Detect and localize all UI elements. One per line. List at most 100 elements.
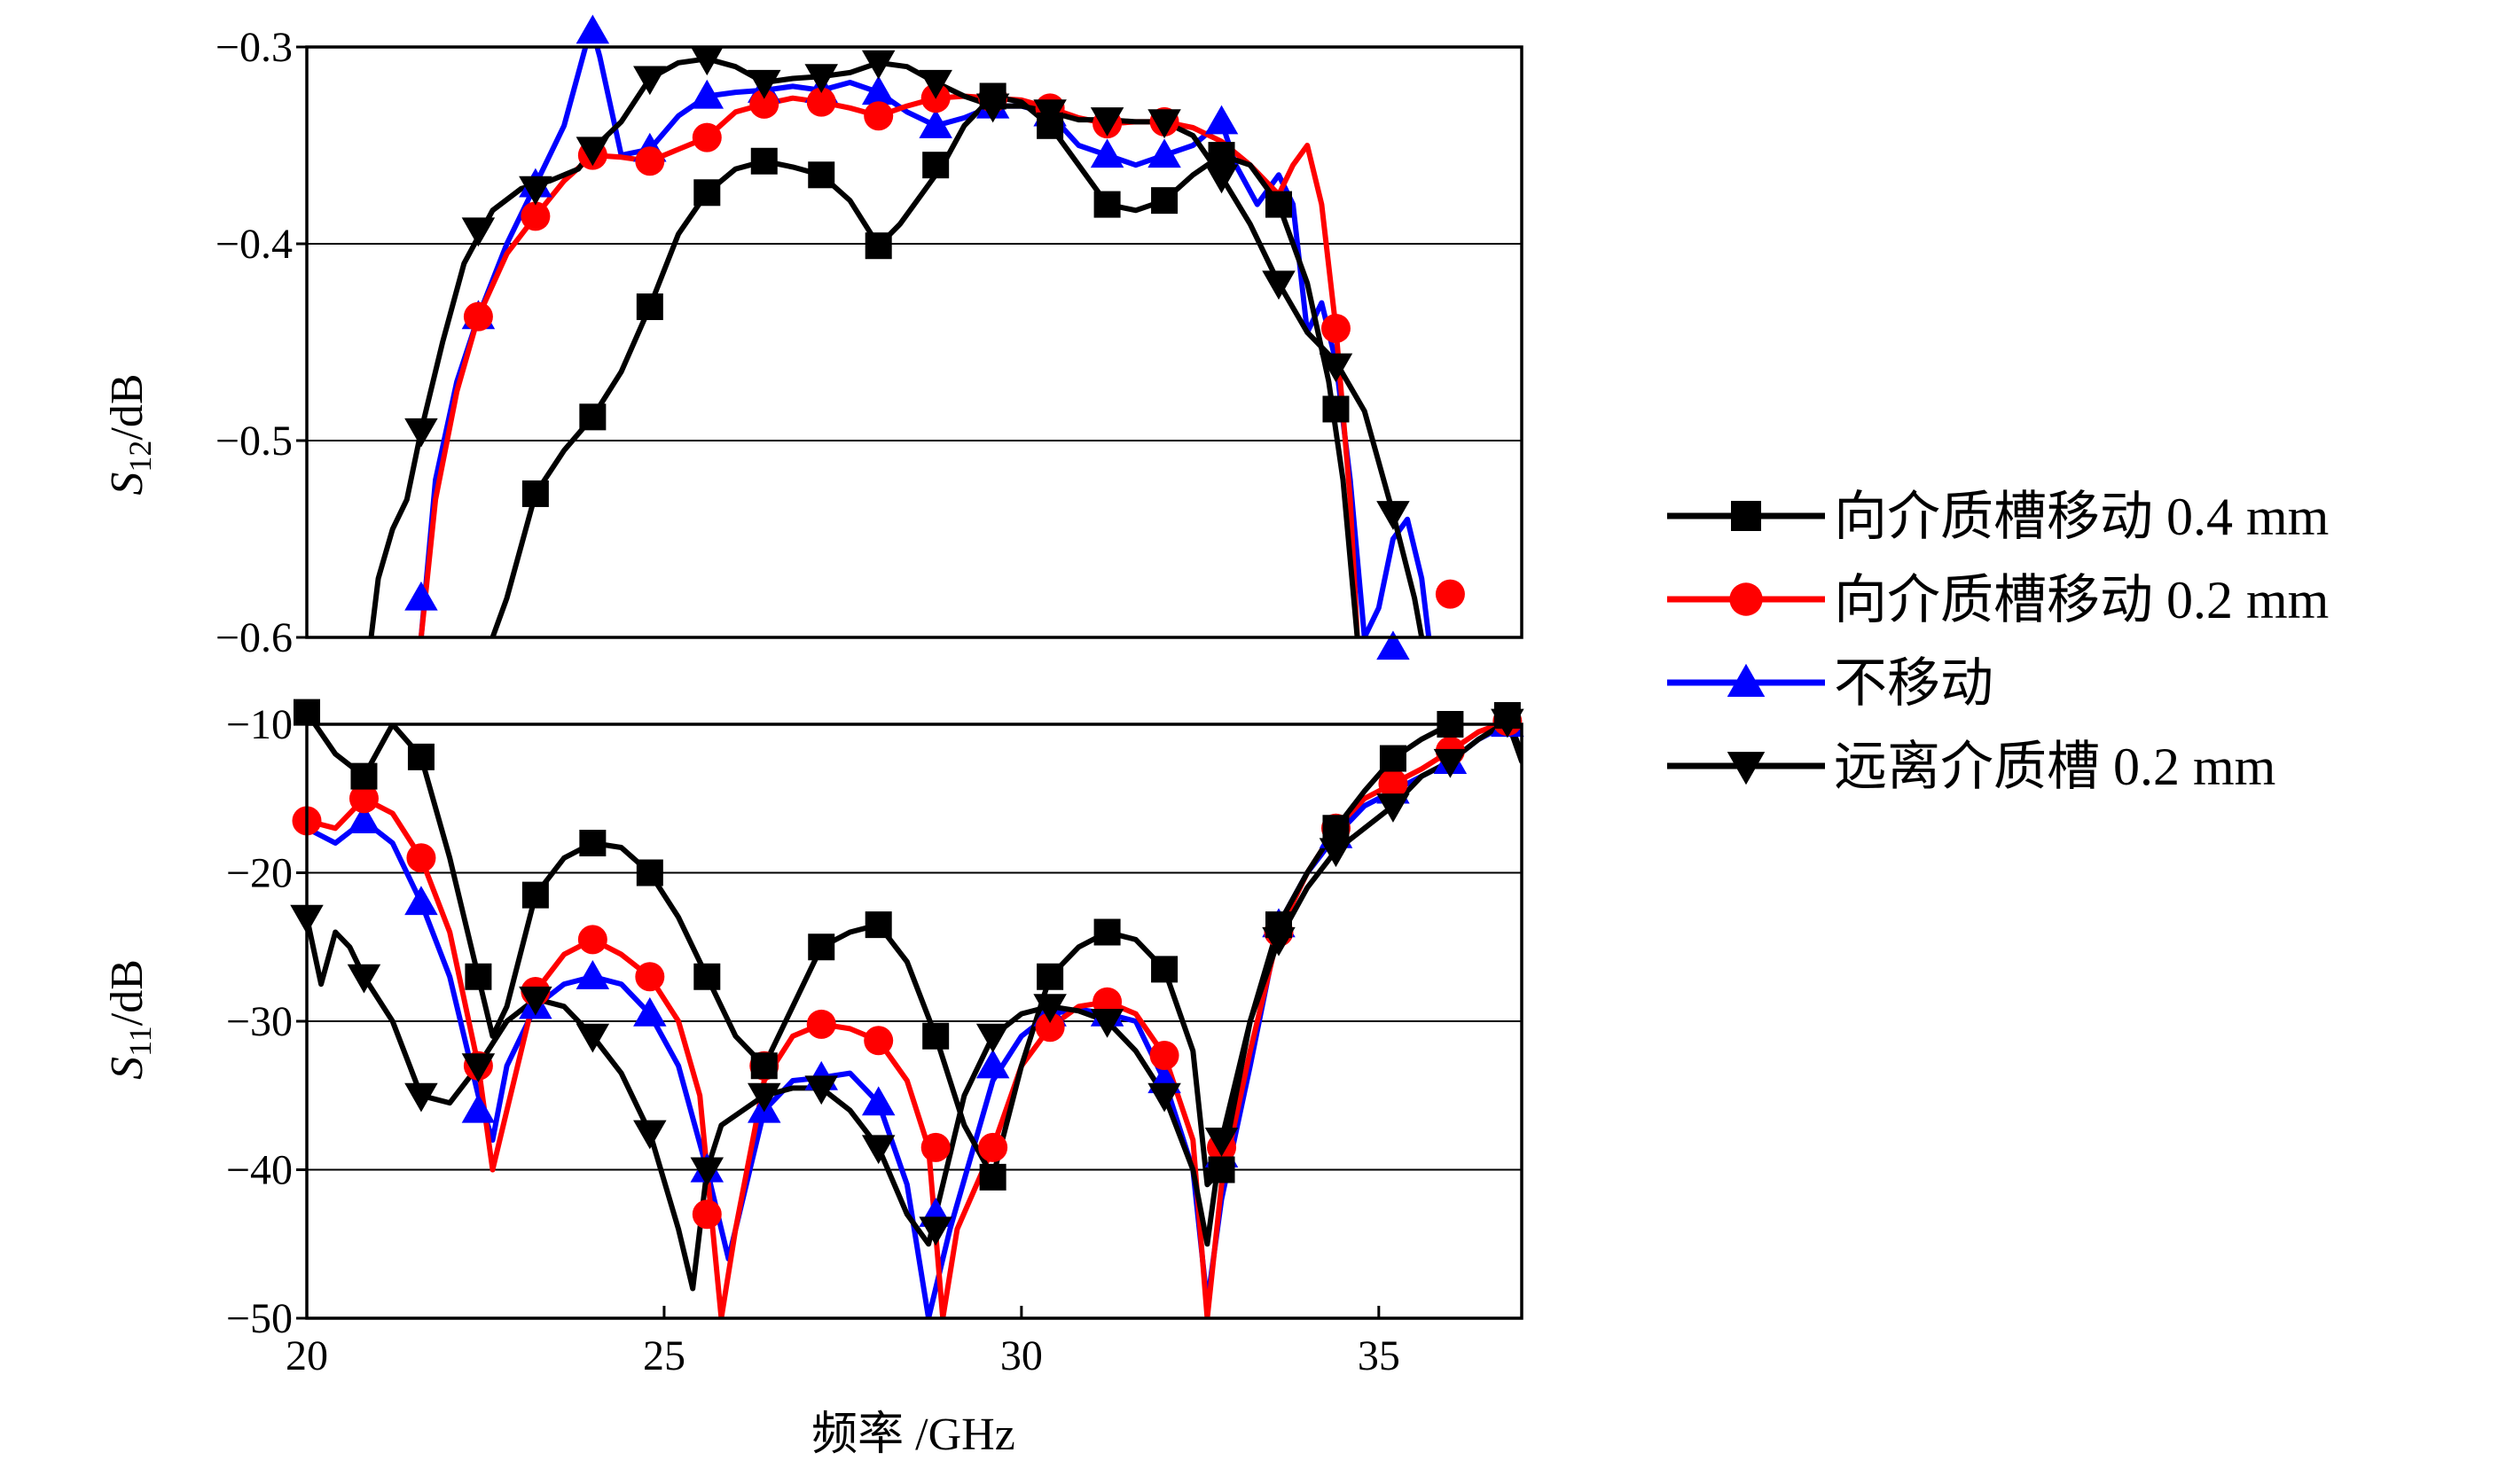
s12-series-line — [418, 93, 1360, 637]
s11-data-point — [347, 804, 381, 833]
legend-marker — [1731, 501, 1761, 531]
s12-data-point — [404, 418, 438, 448]
s11-data-point — [692, 1199, 722, 1230]
s11-data-point — [635, 962, 665, 992]
s11-data-point — [690, 1157, 724, 1187]
s11-data-point — [975, 1049, 1010, 1079]
s12-series-group — [368, 47, 1432, 637]
s12-data-point — [463, 301, 493, 332]
s11-data-point — [406, 843, 436, 873]
s12-data-point — [749, 89, 779, 119]
s12-data-point — [1204, 164, 1239, 194]
s12-yticks: −0.3 −0.4 −0.5 −0.6 — [215, 24, 307, 661]
s12-data-point — [636, 293, 663, 321]
s11-ytick-label: −10 — [226, 701, 293, 748]
s11-data-point — [404, 886, 438, 916]
s12-data-point — [919, 69, 952, 99]
s12-data-point — [1322, 395, 1350, 423]
s12-data-point — [1033, 99, 1067, 129]
s12-data-point — [1376, 630, 1410, 660]
legend-marker — [1727, 663, 1766, 697]
s11-data-point — [1090, 1008, 1124, 1038]
s12-data-point — [1208, 142, 1235, 169]
s11-data-point — [576, 1023, 610, 1053]
s12-ytick-label: −0.3 — [215, 24, 293, 71]
s11-data-point — [294, 699, 320, 726]
s11-data-point — [750, 1052, 778, 1080]
s12-data-point — [861, 75, 896, 105]
s12-data-point — [519, 176, 552, 206]
s11-data-point — [1037, 963, 1064, 990]
s11-data-point — [407, 743, 435, 770]
s12-data-point — [576, 14, 610, 44]
s12-data-point — [521, 201, 551, 231]
s12-data-point — [404, 581, 438, 611]
legend-entry: 远离介质槽 0.2 mm — [1667, 738, 2275, 796]
s11-data-point — [922, 1022, 950, 1050]
s11-markers-group — [290, 699, 1524, 1246]
s11-data-point — [579, 830, 607, 856]
s12-series-line — [489, 93, 1360, 637]
s12-data-point — [750, 147, 778, 175]
s12-ylabel: S12/dB — [102, 373, 158, 495]
s12-data-point — [576, 137, 610, 167]
s11-data-point — [1149, 1041, 1179, 1071]
s12-data-point — [861, 50, 896, 80]
s11-data-point — [404, 1082, 438, 1113]
s12-ytick-label: −0.6 — [215, 614, 293, 661]
s12-data-point — [690, 46, 724, 76]
s12-data-point — [521, 480, 549, 507]
legend-label: 向介质槽移动 0.4 mm — [1834, 488, 2329, 546]
s12-data-point — [461, 217, 496, 247]
xtick-label: 25 — [643, 1332, 685, 1379]
s11-data-point — [636, 859, 663, 886]
legend-entry: 向介质槽移动 0.4 mm — [1667, 488, 2329, 546]
s11-data-point — [978, 1132, 1008, 1162]
legend-entry: 不移动 — [1667, 654, 1993, 713]
s11-ylabel-main: S — [102, 1057, 153, 1080]
s11-data-point — [808, 933, 835, 961]
s12-data-point — [1204, 105, 1239, 135]
s12-data-point — [1090, 138, 1124, 168]
s11-data-point — [864, 1026, 894, 1056]
s11-data-point — [1433, 748, 1468, 778]
s11-series-line — [311, 724, 1522, 1188]
xtick-label: 35 — [1358, 1332, 1400, 1379]
s12-data-point — [1435, 579, 1465, 609]
s11-data-point — [350, 762, 378, 790]
s11-data-point — [521, 881, 549, 909]
s11-series-group — [307, 724, 1522, 1318]
s12-data-point — [922, 152, 950, 179]
s12-data-point — [975, 93, 1010, 123]
s11-data-point — [1319, 838, 1353, 868]
s11-data-point — [919, 1216, 952, 1246]
s11-ylabel-unit: /dB — [102, 959, 153, 1026]
s11-data-point — [1204, 1127, 1239, 1157]
s11-series-line — [307, 724, 1522, 1292]
s12-data-point — [1093, 191, 1121, 218]
legend-label: 不移动 — [1834, 654, 1993, 713]
s11-ytick-label: −50 — [226, 1295, 293, 1342]
xtick-label: 20 — [286, 1332, 328, 1379]
s11-ytick-label: −30 — [226, 998, 293, 1045]
s11-data-point — [1379, 745, 1406, 772]
s12-data-point — [579, 403, 607, 431]
s11-data-point — [465, 963, 492, 990]
s12-data-point — [1265, 191, 1292, 218]
s12-data-point — [808, 161, 835, 189]
s11-ytick-label: −20 — [226, 850, 293, 897]
s11-data-point — [1035, 1012, 1065, 1043]
s11-data-point — [461, 1093, 496, 1123]
s11-ytick-label: −40 — [226, 1147, 293, 1194]
s12-ylabel-sub: 12 — [122, 441, 158, 473]
s11-data-point — [861, 1135, 896, 1165]
s11-data-point — [1262, 926, 1296, 957]
s11-ylabel-sub: 11 — [122, 1026, 158, 1057]
s11-data-point — [461, 1053, 496, 1082]
s11-ylabel: S11/dB — [102, 959, 158, 1080]
s12-plot-frame — [305, 45, 1523, 639]
s12-ylabel-main: S — [102, 473, 153, 496]
s11-data-point — [1033, 994, 1067, 1023]
s11-panel: −10 −20 −30 −40 −50 20 25 30 35 S11/dB 频率 /GHz — [102, 699, 1524, 1460]
